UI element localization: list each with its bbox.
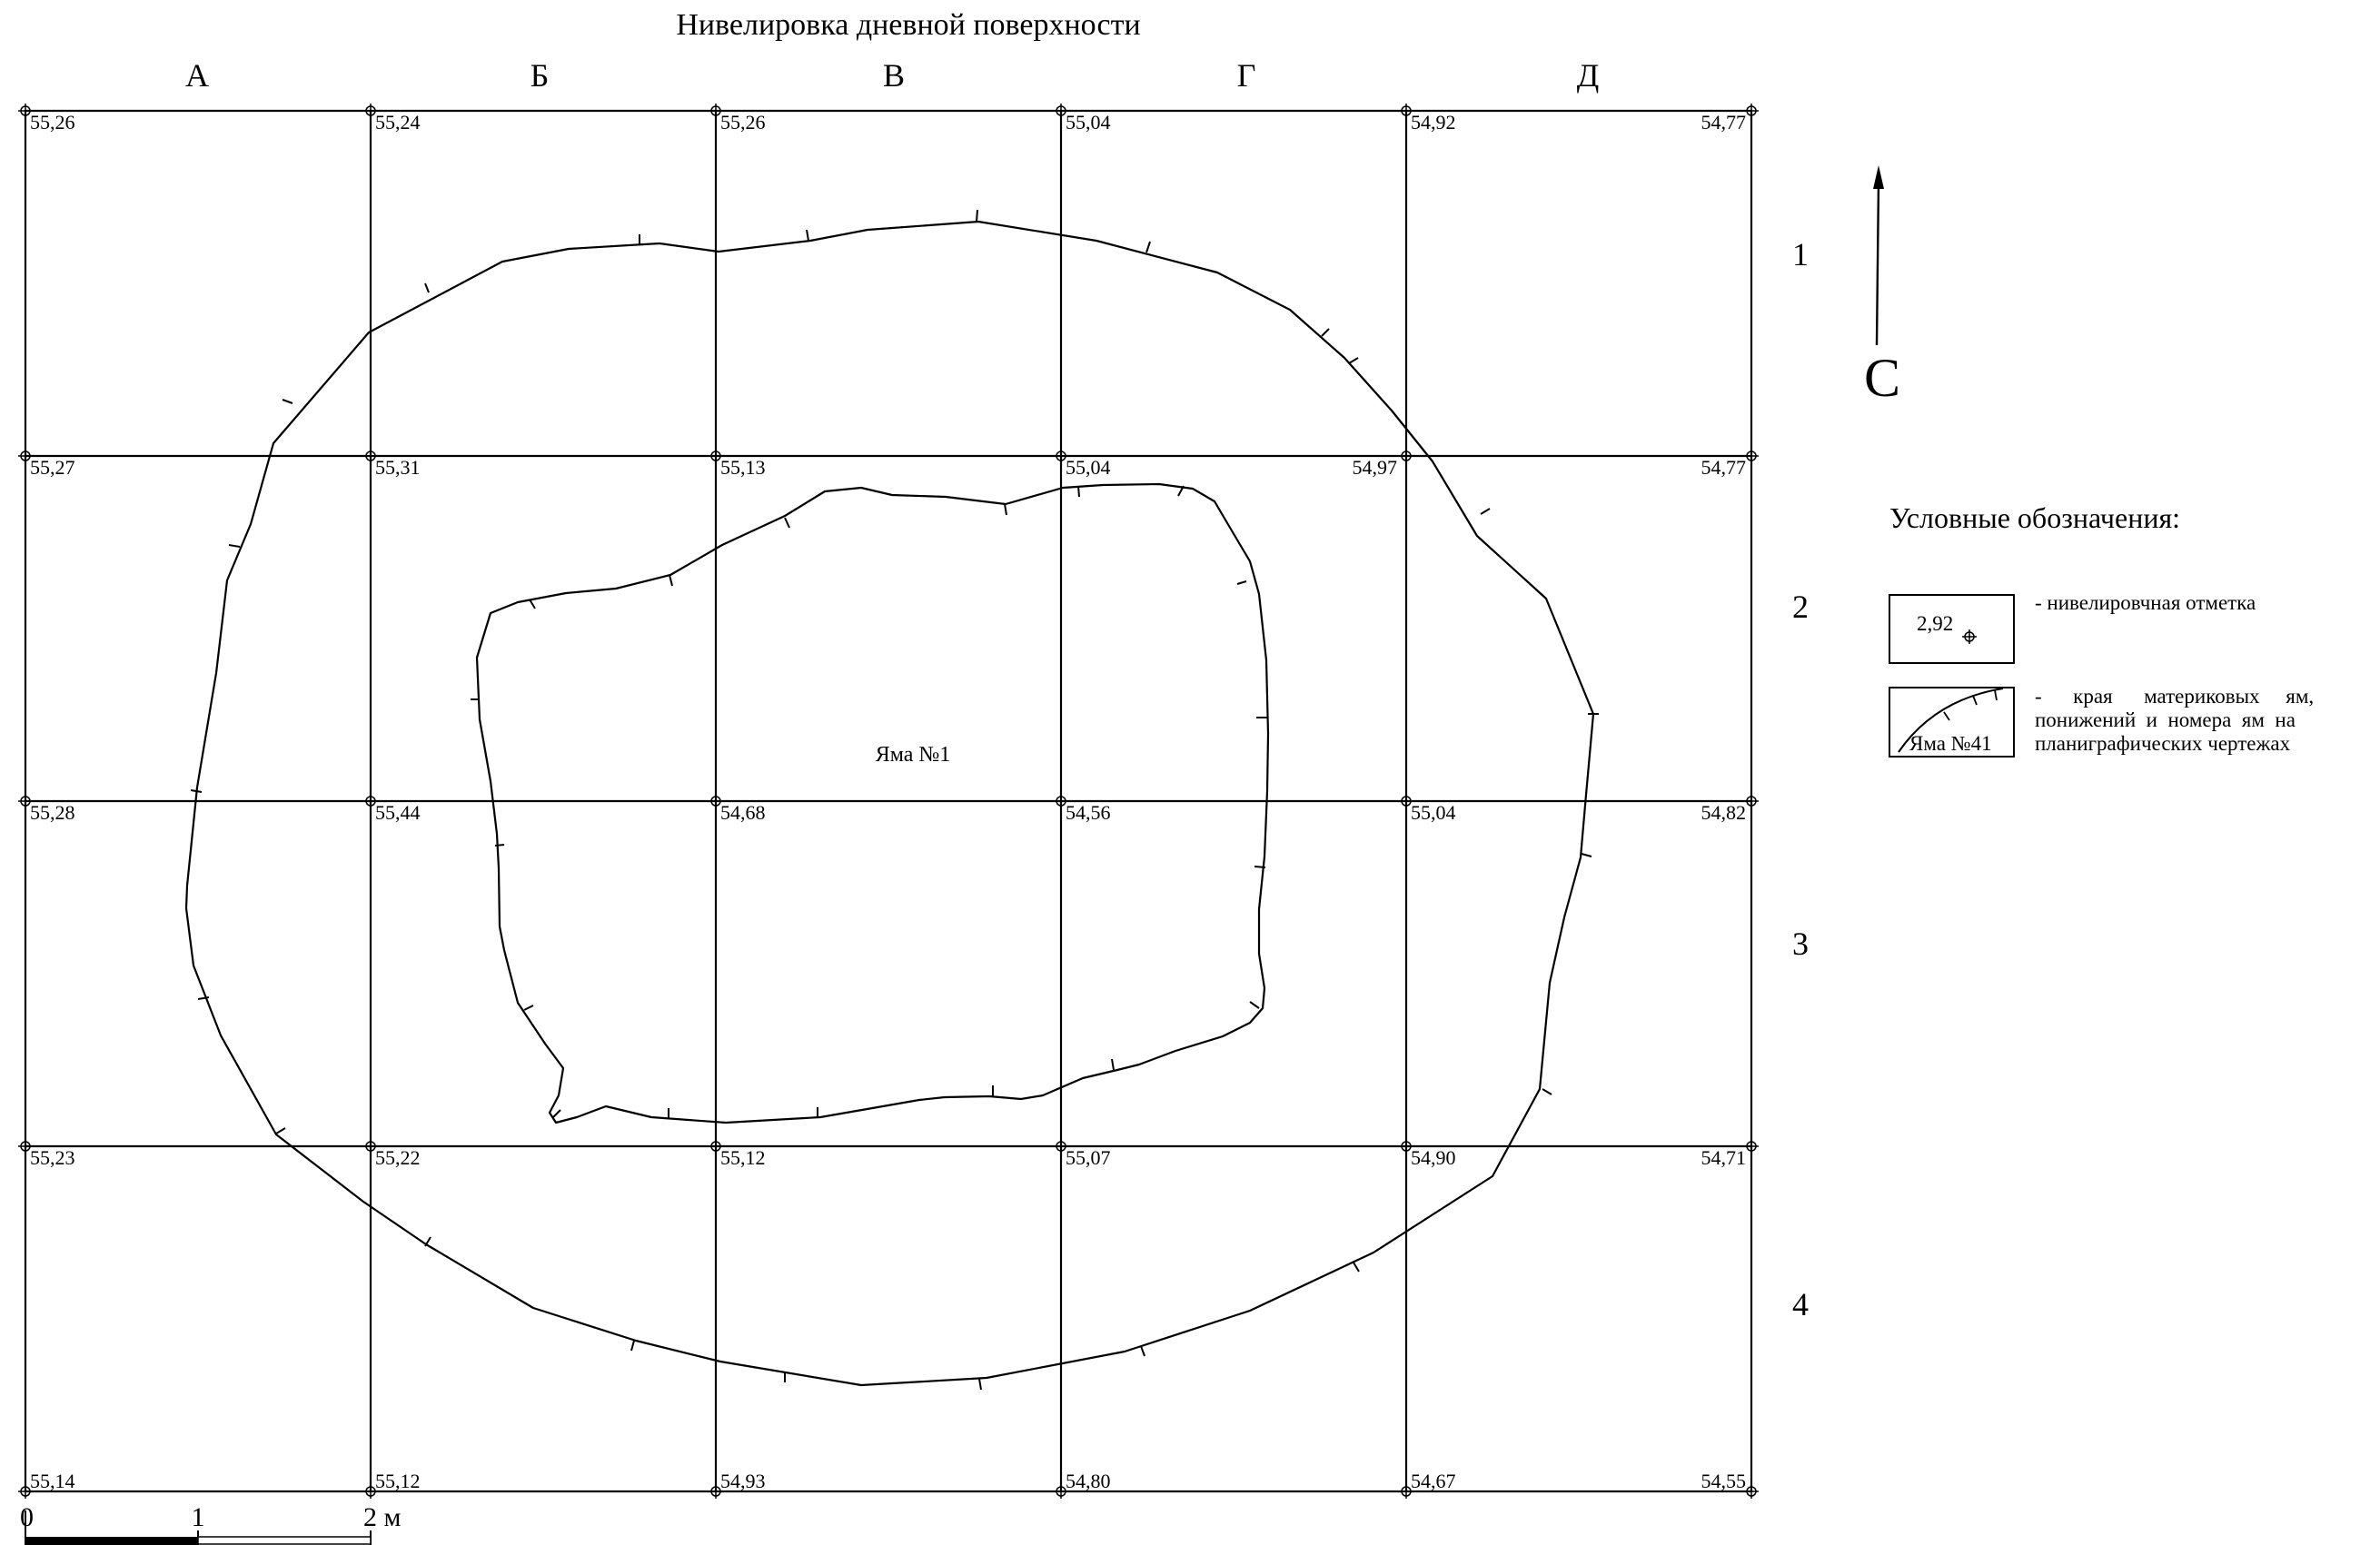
inner-pit-edge [471,484,1268,1123]
outer-pit-hachures [191,210,1599,1390]
elevation-label: 54,68 [720,801,766,824]
legend-benchmark-sample: 2,92 [1917,612,1953,635]
column-label-v: В [883,57,905,94]
legend-title: Условные обозначения: [1889,501,2180,534]
scale-segment-black [25,1537,198,1545]
elevation-label: 55,26 [720,111,766,134]
elevation-label: 55,22 [375,1146,421,1169]
elevation-label: 55,26 [30,111,75,134]
elevation-label: 55,04 [1411,801,1456,824]
elevation-label: 54,77 [1701,111,1747,134]
legend-benchmark-description: - нивелировчная отметка [2035,591,2256,614]
column-label-d: Д [1577,57,1600,94]
legend: Условные обозначения: 2,92 - нивелировчн… [1889,501,2314,757]
scale-bar: 0 1 2 м [20,1502,402,1545]
elevation-label: 55,12 [720,1146,766,1169]
elevation-label: 54,56 [1066,801,1111,824]
benchmark-icon [1744,794,1759,808]
elevation-label: 55,28 [30,801,75,824]
elevation-label: 55,04 [1066,456,1111,479]
elevation-label: 54,55 [1701,1470,1747,1492]
elevation-label: 55,31 [375,456,421,479]
benchmark-icon [1744,104,1759,118]
elevation-label: 54,71 [1701,1146,1747,1169]
scale-label-1: 1 [192,1502,205,1532]
scale-label-2: 2 м [363,1502,402,1532]
elevation-label: 54,82 [1701,801,1747,824]
north-arrow-shaft [1877,182,1879,345]
benchmark-icon [1399,449,1413,463]
column-labels: А Б В Г Д [185,57,1599,94]
north-arrow-head-icon [1873,165,1884,189]
north-label: С [1864,348,1900,408]
benchmark-icon [1744,449,1759,463]
column-label-b: Б [531,57,550,94]
elevation-label: 55,13 [720,456,766,479]
elevation-label: 55,24 [375,111,421,134]
benchmark-icon [1744,1484,1759,1499]
elevation-label: 54,67 [1411,1470,1456,1492]
legend-pit-edge-description-line-3: планиграфических чертежах [2035,732,2291,755]
scale-segment-white [198,1537,371,1544]
elevation-label: 55,27 [30,456,75,479]
survey-grid [25,111,1751,1491]
elevation-label: 55,44 [375,801,421,824]
benchmark-icon [1744,1139,1759,1154]
elevation-label: 54,97 [1353,456,1398,479]
legend-pit-edge-description-line-2: понижений и номера ям на [2035,708,2296,731]
elevation-label: 55,14 [30,1470,75,1492]
map-title: Нивелировка дневной поверхности [676,8,1140,42]
outer-pit-edge [186,210,1599,1390]
legend-pit-edge-sample: Яма №41 [1909,732,1992,755]
elevation-label: 54,92 [1411,111,1456,134]
elevation-label: 55,07 [1066,1146,1111,1169]
elevation-label: 54,80 [1066,1470,1111,1492]
inner-pit-hachures [471,486,1267,1119]
row-label-4: 4 [1792,1286,1809,1322]
row-label-1: 1 [1792,236,1809,272]
elevation-label: 55,04 [1066,111,1111,134]
elevation-label: 55,12 [375,1470,421,1492]
legend-pit-edge-description-line-1: - края материковых ям, [2035,685,2314,708]
pit-label: Яма №1 [876,743,951,767]
elevation-label: 55,23 [30,1146,75,1169]
benchmark-icon [1962,629,1977,644]
row-labels: 1 2 3 4 [1792,236,1809,1322]
scale-label-0: 0 [20,1502,34,1532]
north-arrow: С [1864,165,1900,408]
row-label-3: 3 [1792,926,1809,962]
elevation-label: 54,77 [1701,456,1747,479]
row-label-2: 2 [1792,589,1809,625]
inner-pit-contour [477,484,1268,1123]
elevation-label: 54,93 [720,1470,766,1492]
elevation-label: 54,90 [1411,1146,1456,1169]
column-label-g: Г [1237,57,1256,94]
column-label-a: А [185,57,209,94]
